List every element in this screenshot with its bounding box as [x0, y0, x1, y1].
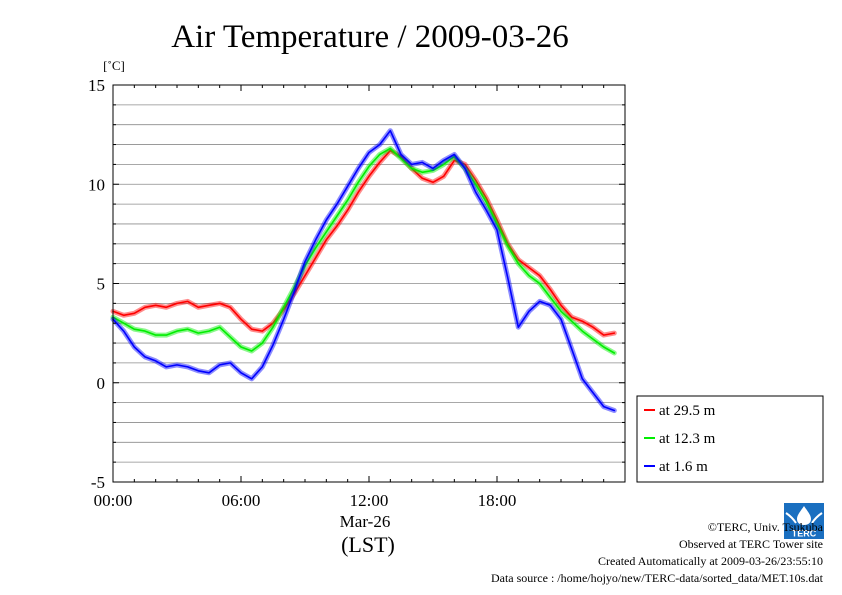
water-drop-icon — [797, 506, 811, 525]
chart-title: Air Temperature / 2009-03-26 — [171, 19, 569, 55]
y-tick-label: 15 — [88, 76, 105, 95]
y-tick-label: -5 — [91, 473, 105, 492]
series-lines — [110, 128, 617, 413]
x-tick-label: 00:00 — [94, 491, 133, 510]
source-text: Data source : /home/hojyo/new/TERC-data/… — [490, 571, 823, 585]
logo-lettering: TERC — [792, 529, 817, 539]
x-tick-label: 18:00 — [478, 491, 517, 510]
x-tick-labels: 00:00 06:00 12:00 18:00 — [94, 491, 517, 510]
copyright-text: ©TERC, Univ. Tsukuba — [707, 520, 823, 534]
y-tick-label: 10 — [88, 175, 105, 194]
series-line — [112, 149, 616, 336]
x-tick-label: 12:00 — [350, 491, 389, 510]
y-axis-unit-label: [˚C] — [103, 58, 125, 73]
logo-band — [784, 527, 824, 539]
axis-ticks — [112, 84, 626, 483]
x-tick-label: 06:00 — [222, 491, 261, 510]
legend-box — [636, 395, 824, 483]
logo-wave-left — [785, 512, 797, 524]
credits: ©TERC, Univ. Tsukuba Observed at TERC To… — [491, 519, 823, 587]
legend: at 29.5 m at 12.3 m at 1.6 m — [636, 395, 824, 483]
x-axis-unit-label: (LST) — [341, 532, 395, 557]
y-tick-label: 5 — [97, 275, 106, 294]
created-text: Created Automatically at 2009-03-26/23:5… — [598, 554, 823, 568]
y-tick-labels: 15 10 5 0 -5 — [88, 76, 105, 492]
y-tick-label: 0 — [97, 374, 106, 393]
x-axis-date-label: Mar-26 — [340, 512, 391, 531]
terc-logo: TERC — [784, 503, 824, 539]
legend-label: at 12.3 m — [659, 431, 716, 447]
series-line — [112, 129, 616, 412]
legend-label: at 1.6 m — [659, 459, 708, 475]
series-line — [112, 147, 616, 354]
gridlines — [113, 104, 625, 463]
site-text: Observed at TERC Tower site — [678, 537, 823, 551]
legend-label: at 29.5 m — [659, 403, 716, 419]
series-line-halo — [110, 146, 617, 356]
logo-wave-right — [811, 512, 823, 524]
